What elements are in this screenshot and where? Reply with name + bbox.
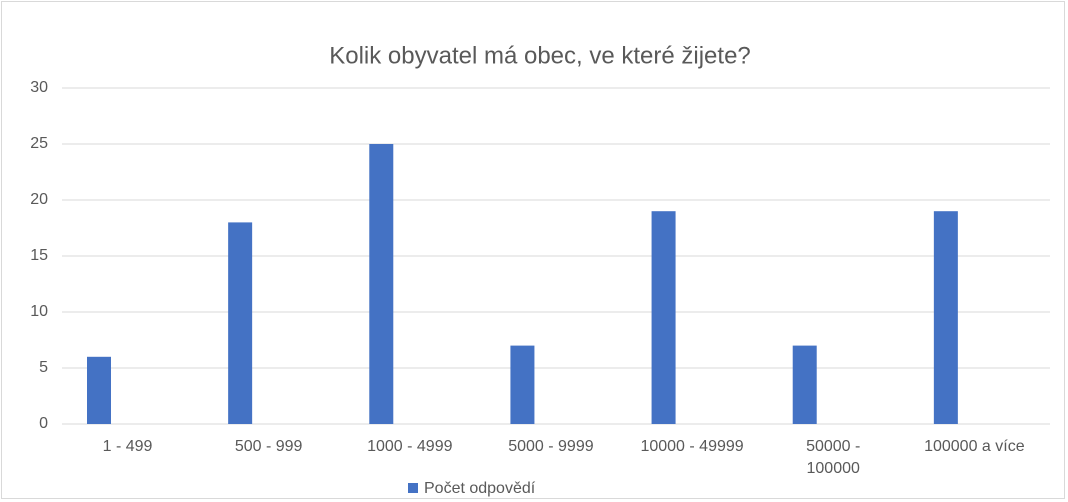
x-tick-label: 50000 - 100000 — [806, 438, 861, 477]
bar — [87, 356, 111, 424]
y-tick-label: 5 — [39, 359, 48, 376]
x-tick-label: 10000 - 49999 — [640, 438, 744, 455]
y-tick-label: 20 — [30, 191, 48, 208]
y-tick-label: 30 — [30, 79, 48, 96]
x-tick-label: 5000 - 9999 — [508, 438, 594, 455]
y-tick-label: 10 — [30, 303, 48, 320]
x-tick-label: 500 - 999 — [234, 438, 303, 455]
bar — [369, 144, 394, 424]
y-tick-label: 0 — [39, 415, 48, 432]
bar — [933, 211, 958, 424]
y-tick-label: 15 — [30, 247, 48, 264]
x-tick-label: 1000 - 4999 — [367, 438, 453, 455]
y-tick-label: 25 — [30, 135, 48, 152]
bar — [651, 211, 676, 424]
legend-swatch — [408, 483, 418, 493]
x-tick-label: 100000 a více — [924, 438, 1025, 455]
chart-title: Kolik obyvatel má obec, ve které žijete? — [329, 42, 751, 69]
bar — [228, 222, 253, 424]
legend-label: Počet odpovědí — [424, 480, 536, 497]
x-tick-label: 1 - 499 — [102, 438, 153, 455]
bar — [792, 345, 817, 424]
bar — [510, 345, 535, 424]
